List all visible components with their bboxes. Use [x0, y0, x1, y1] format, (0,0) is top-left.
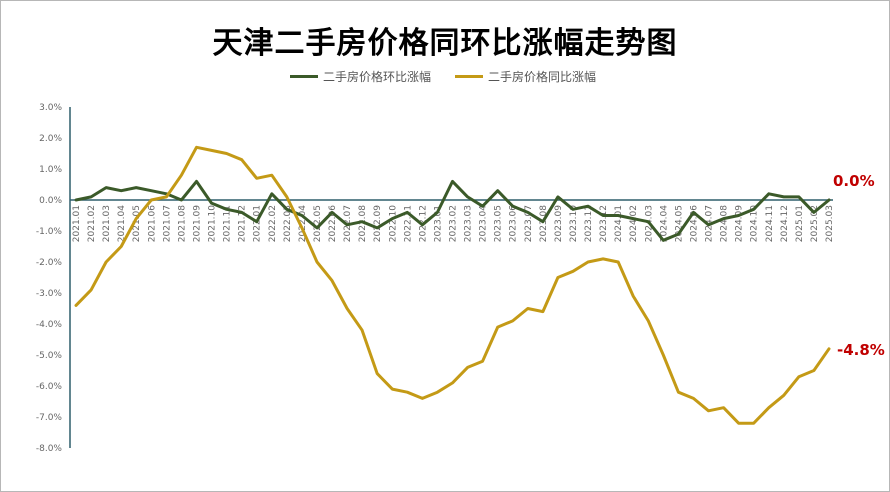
- y-tick-label: 2.0%: [39, 134, 62, 144]
- x-tick-label: 2022.06: [328, 205, 338, 242]
- x-tick-label: 2021.03: [102, 205, 112, 242]
- x-tick-label: 2023.06: [509, 205, 519, 242]
- x-tick-label: 2025.02: [810, 205, 820, 242]
- x-tick-label: 2024.08: [720, 205, 730, 242]
- y-tick-label: -2.0%: [36, 258, 63, 268]
- y-tick-label: -4.0%: [36, 320, 63, 330]
- x-tick-label: 2021.08: [177, 205, 187, 242]
- x-tick-label: 2022.05: [313, 205, 323, 242]
- x-tick-label: 2021.06: [147, 205, 157, 242]
- x-tick-label: 2023.02: [449, 205, 459, 242]
- x-tick-label: 2024.10: [750, 205, 760, 242]
- x-tick-label: 2024.01: [614, 205, 624, 242]
- x-tick-label: 2023.05: [494, 205, 504, 242]
- x-tick-label: 2022.04: [298, 205, 308, 242]
- x-tick-label: 2022.01: [253, 205, 263, 242]
- legend-swatch-mom: [290, 75, 318, 78]
- x-tick-label: 2023.01: [433, 205, 443, 242]
- end-label-mom: 0.0%: [833, 172, 875, 190]
- y-tick-label: -7.0%: [36, 413, 63, 423]
- x-tick-label: 2023.12: [599, 205, 609, 242]
- x-tick-label: 2024.09: [735, 205, 745, 242]
- x-tick-label: 2021.12: [238, 205, 248, 242]
- y-tick-label: -5.0%: [36, 351, 63, 361]
- x-tick-label: 2024.05: [674, 205, 684, 242]
- y-tick-label: 0.0%: [39, 196, 62, 206]
- x-tick-label: 2022.10: [388, 205, 398, 242]
- x-tick-label: 2024.06: [689, 205, 699, 242]
- x-tick-label: 2023.07: [524, 205, 534, 242]
- x-tick-label: 2022.09: [373, 205, 383, 242]
- x-tick-label: 2021.07: [162, 205, 172, 242]
- x-tick-label: 2024.04: [659, 205, 669, 242]
- x-tick-label: 2024.11: [765, 205, 775, 242]
- x-tick-label: 2023.10: [569, 205, 579, 242]
- x-tick-label: 2025.01: [795, 205, 805, 242]
- x-tick-label: 2024.02: [629, 205, 639, 242]
- chart-title: 天津二手房价格同环比涨幅走势图: [212, 26, 678, 61]
- x-tick-label: 2023.04: [479, 205, 489, 242]
- x-tick-label: 2024.12: [780, 205, 790, 242]
- x-tick-label: 2021.11: [223, 205, 233, 242]
- x-tick-label: 2023.09: [554, 205, 564, 242]
- x-tick-label: 2022.02: [268, 205, 278, 242]
- legend-label-mom: 二手房价格环比涨幅: [323, 70, 432, 84]
- x-tick-label: 2025.03: [825, 205, 835, 242]
- y-tick-label: 3.0%: [39, 103, 62, 113]
- chart-legend: 二手房价格环比涨幅 二手房价格同比涨幅: [0, 68, 890, 88]
- end-label-yoy: -4.8%: [837, 341, 885, 359]
- legend-item-yoy: 二手房价格同比涨幅: [455, 68, 596, 85]
- y-tick-label: -6.0%: [36, 382, 63, 392]
- x-tick-label: 2021.05: [132, 205, 142, 242]
- y-tick-label: -3.0%: [36, 289, 63, 299]
- x-tick-label: 2023.03: [464, 205, 474, 242]
- x-tick-label: 2021.01: [72, 205, 82, 242]
- x-tick-label: 2021.02: [87, 205, 97, 242]
- legend-label-yoy: 二手房价格同比涨幅: [488, 70, 597, 84]
- x-tick-label: 2021.09: [192, 205, 202, 242]
- y-tick-label: -1.0%: [36, 227, 63, 237]
- x-tick-label: 2023.11: [584, 205, 594, 242]
- y-tick-label: 1.0%: [39, 165, 62, 175]
- legend-swatch-yoy: [455, 75, 483, 78]
- legend-item-mom: 二手房价格环比涨幅: [290, 68, 431, 85]
- series-line-mom: [74, 179, 831, 242]
- x-tick-label: 2023.08: [539, 205, 549, 242]
- series-line-yoy: [74, 145, 831, 425]
- y-tick-label: -8.0%: [36, 444, 63, 454]
- x-tick-label: 2022.03: [283, 205, 293, 242]
- x-tick-label: 2021.10: [208, 205, 218, 242]
- x-tick-label: 2022.11: [403, 205, 413, 242]
- x-tick-label: 2021.04: [117, 205, 127, 242]
